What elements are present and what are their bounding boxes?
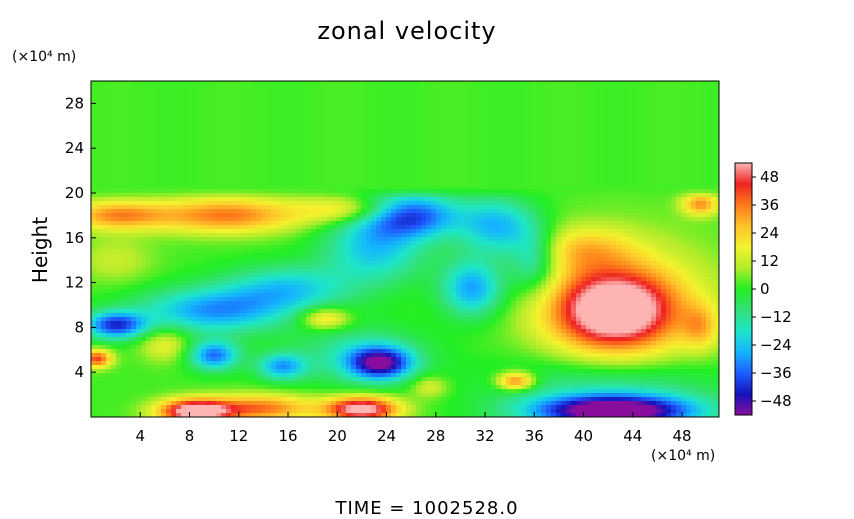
colorbar-tick-label: 0 — [760, 280, 770, 298]
y-tick-label: 28 — [65, 94, 84, 112]
x-tick-label: 36 — [525, 427, 544, 445]
y-tick-label: 16 — [65, 229, 84, 247]
x-tick-label: 48 — [673, 427, 692, 445]
colorbar-gradient — [734, 162, 753, 416]
x-axis-unit: (×10⁴ m) — [651, 448, 715, 464]
colorbar-tick-label: −24 — [760, 336, 792, 354]
y-tick-label: 24 — [65, 139, 84, 157]
colorbar-tick-label: 48 — [760, 168, 779, 186]
y-tick-label: 8 — [74, 318, 84, 336]
x-tick-label: 8 — [185, 427, 195, 445]
y-tick-label: 12 — [65, 274, 84, 292]
x-tick-label: 16 — [278, 427, 297, 445]
time-label: TIME = 1002528.0 — [334, 498, 518, 519]
y-axis: 4 8 12 16 20 24 28 — [65, 94, 96, 381]
colorbar-tick-label: 12 — [760, 252, 779, 270]
x-tick-label: 12 — [229, 427, 248, 445]
y-axis-label: Height — [28, 217, 52, 283]
plot-area — [90, 80, 720, 418]
velocity-field — [91, 81, 719, 417]
y-axis-unit: (×10⁴ m) — [12, 49, 76, 65]
y-tick-label: 4 — [74, 363, 84, 381]
x-tick-label: 32 — [475, 427, 494, 445]
colorbar: 48 36 24 12 0 −12 −24 −36 −48 — [734, 162, 792, 416]
x-tick-label: 20 — [328, 427, 347, 445]
colorbar-ticks: 48 36 24 12 0 −12 −24 −36 −48 — [752, 168, 792, 410]
x-tick-label: 24 — [377, 427, 396, 445]
x-tick-label: 28 — [426, 427, 445, 445]
x-tick-label: 44 — [623, 427, 642, 445]
x-tick-label: 40 — [574, 427, 593, 445]
colorbar-tick-label: −48 — [760, 392, 792, 410]
x-tick-label: 4 — [135, 427, 145, 445]
plot-frame — [90, 80, 720, 418]
x-axis: 4 8 12 16 20 24 28 32 36 40 44 48 — [135, 412, 692, 445]
colorbar-tick-label: −36 — [760, 364, 792, 382]
colorbar-tick-label: 36 — [760, 196, 779, 214]
y-tick-label: 20 — [65, 184, 84, 202]
chart-title: zonal velocity — [317, 17, 496, 45]
colorbar-tick-label: 24 — [760, 224, 779, 242]
colorbar-tick-label: −12 — [760, 308, 792, 326]
